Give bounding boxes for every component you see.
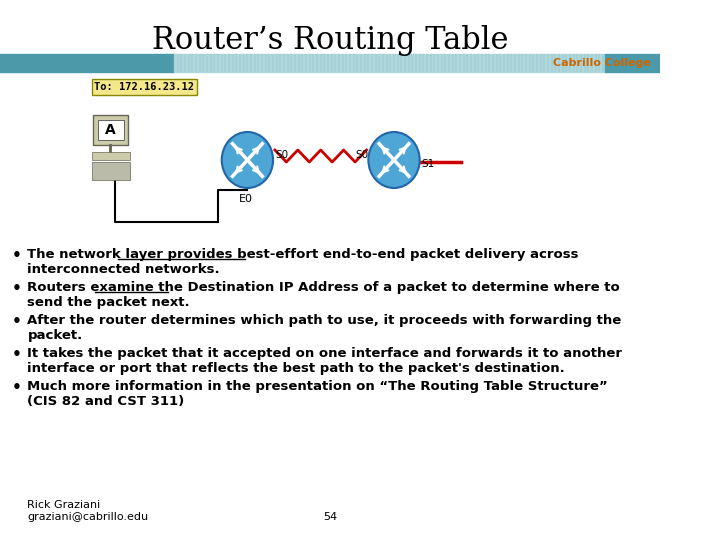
Bar [91, 162, 130, 180]
Text: •: • [12, 281, 22, 296]
Text: •: • [12, 248, 22, 263]
Bar [91, 152, 130, 160]
Text: •: • [12, 347, 22, 362]
Text: Cabrillo College: Cabrillo College [553, 58, 651, 68]
Text: After the router determines which path to use, it proceeds with forwarding the
p: After the router determines which path t… [27, 314, 622, 342]
Circle shape [369, 132, 420, 188]
Bar [98, 120, 124, 140]
Text: 54: 54 [323, 512, 337, 522]
Text: •: • [12, 314, 22, 329]
Bar [0, 54, 174, 72]
Bar [94, 115, 128, 145]
Text: S0: S0 [275, 150, 288, 160]
Text: The network layer provides best-effort end-to-end packet delivery across
interco: The network layer provides best-effort e… [27, 248, 579, 276]
FancyBboxPatch shape [91, 79, 197, 95]
Text: It takes the packet that it accepted on one interface and forwards it to another: It takes the packet that it accepted on … [27, 347, 623, 375]
Text: S0: S0 [356, 150, 369, 160]
Text: Much more information in the presentation on “The Routing Table Structure”
(CIS : Much more information in the presentatio… [27, 380, 608, 408]
Bar [174, 54, 605, 72]
Bar [605, 54, 660, 72]
Text: S1: S1 [421, 159, 435, 169]
Text: Rick Graziani
graziani@cabrillo.edu: Rick Graziani graziani@cabrillo.edu [27, 501, 148, 522]
Text: Routers examine the Destination IP Address of a packet to determine where to
sen: Routers examine the Destination IP Addre… [27, 281, 620, 309]
Text: E0: E0 [238, 194, 253, 204]
Text: •: • [12, 380, 22, 395]
Text: Router’s Routing Table: Router’s Routing Table [152, 25, 508, 56]
Text: To: 172.16.23.12: To: 172.16.23.12 [94, 82, 194, 92]
Text: A: A [104, 123, 115, 137]
Circle shape [222, 132, 273, 188]
